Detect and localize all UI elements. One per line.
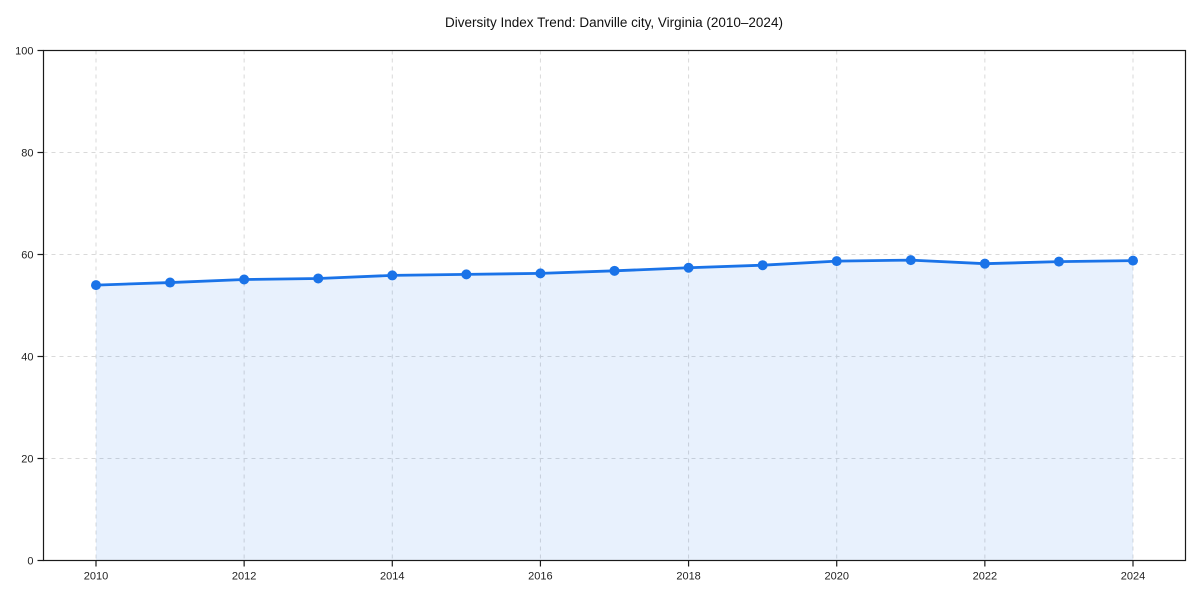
data-point-2020 — [831, 256, 842, 267]
data-point-2013 — [313, 273, 324, 284]
data-point-2021 — [905, 255, 916, 266]
marker-layer — [91, 255, 1138, 291]
x-tick-label: 2016 — [528, 571, 552, 583]
x-tick-label: 2012 — [232, 571, 256, 583]
axes-layer — [42, 49, 1187, 562]
grid-layer — [43, 50, 1186, 561]
data-point-2018 — [683, 262, 694, 273]
data-point-2010 — [91, 280, 101, 291]
data-point-2012 — [239, 274, 250, 285]
data-point-2014 — [387, 270, 398, 281]
y-tick-label: 100 — [15, 46, 33, 58]
chart-title: Diversity Index Trend: Danville city, Vi… — [445, 15, 783, 30]
x-tick-label: 2022 — [973, 571, 997, 583]
data-point-2016 — [535, 268, 546, 279]
area-layer — [96, 260, 1133, 561]
y-tick-label: 20 — [21, 454, 33, 466]
data-point-2023 — [1053, 256, 1064, 267]
x-tick-label: 2018 — [676, 571, 700, 583]
x-tick-label: 2020 — [824, 571, 848, 583]
data-point-2017 — [609, 265, 620, 276]
x-tick-label: 2014 — [380, 571, 404, 583]
y-tick-label: 40 — [21, 352, 33, 364]
x-tick-label: 2010 — [84, 571, 108, 583]
data-point-2011 — [165, 277, 176, 288]
plot-border — [42, 49, 1187, 562]
data-point-2022 — [979, 258, 990, 269]
tick-layer: 0 20 40 60 80 100 2010 2012 2014 2016 2018 2020 2022… — [15, 46, 1145, 583]
series-area-fill — [96, 260, 1133, 561]
x-tick-label: 2024 — [1121, 571, 1145, 583]
y-tick-label: 60 — [21, 250, 33, 262]
y-tick-label: 80 — [21, 148, 33, 160]
data-point-2019 — [757, 260, 768, 271]
y-tick-label: 0 — [27, 556, 33, 568]
data-point-2024 — [1128, 255, 1138, 266]
data-point-2015 — [461, 269, 472, 280]
